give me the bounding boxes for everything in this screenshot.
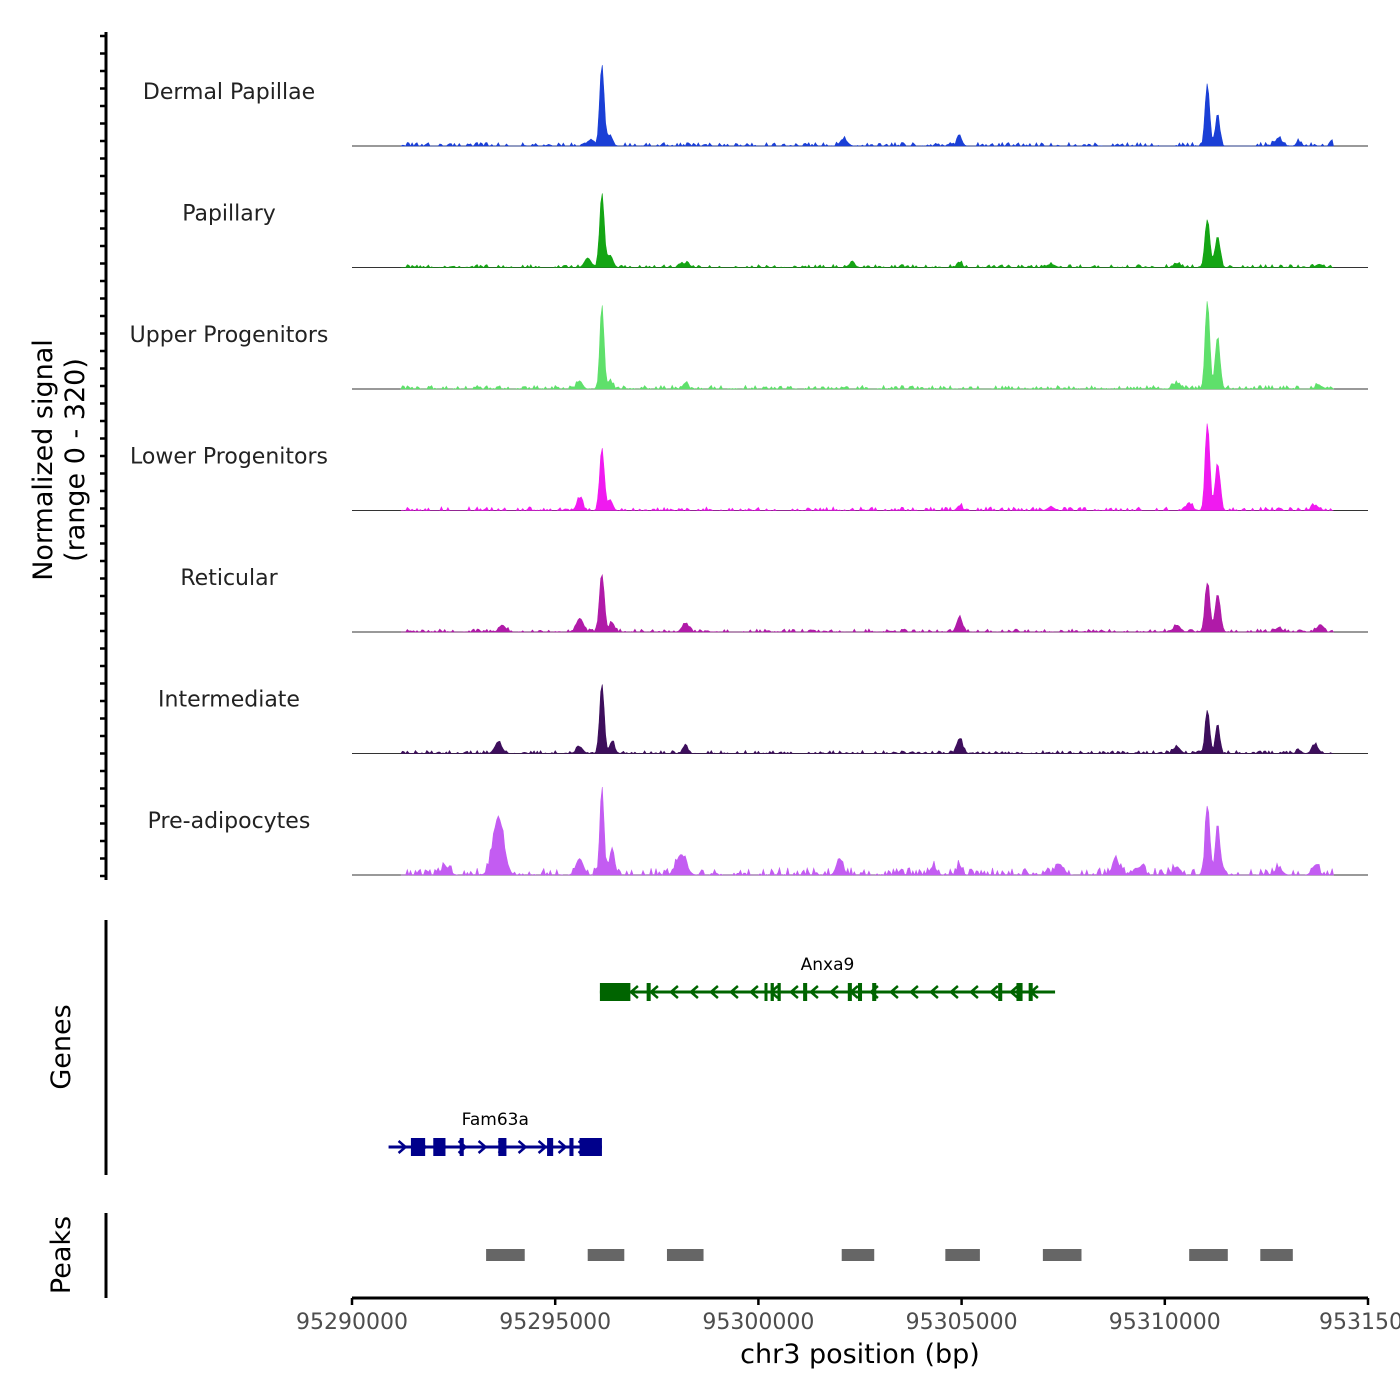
coverage-area [400, 65, 1334, 147]
exon [498, 1138, 507, 1156]
coverage-tracks: Dermal Papillae Papillary Upper Progenitor… [130, 65, 1368, 877]
track-label: Intermediate [158, 688, 300, 713]
x-axis-ticks: 95290000 95295000 95300000 95305000 95310000… [296, 1298, 1400, 1335]
x-tick-label: 95295000 [499, 1310, 611, 1335]
strand-arrow [728, 985, 739, 999]
exon [599, 983, 631, 1001]
strand-arrow [397, 1140, 408, 1154]
peak-region [666, 1249, 704, 1261]
track-label: Reticular [180, 566, 278, 591]
genes-axis-title: Genes [46, 1004, 77, 1089]
coverage-area [400, 684, 1334, 755]
x-tick-label: 95305000 [906, 1310, 1018, 1335]
track-label: Dermal Papillae [143, 80, 315, 105]
exon [410, 1138, 426, 1156]
track-lower-progenitors: Lower Progenitors [130, 423, 1368, 512]
track-upper-progenitors: Upper Progenitors [130, 301, 1368, 390]
gene-fam63a: Fam63a [388, 1110, 602, 1156]
strand-arrow [788, 985, 799, 999]
coverage-area [400, 786, 1334, 877]
peak-region [486, 1249, 525, 1261]
track-pre-adipocytes: Pre-adipocytes [148, 786, 1368, 877]
strand-arrow [668, 985, 679, 999]
strand-arrow [688, 985, 699, 999]
exon [998, 983, 1003, 1001]
exon [459, 1138, 464, 1156]
track-label: Upper Progenitors [130, 323, 329, 348]
signal-y-axis-range: (range 0 - 320) [60, 358, 91, 562]
exon [579, 1138, 602, 1156]
coverage-area [400, 573, 1335, 633]
coverage-area [400, 301, 1335, 390]
x-tick-label: 95310000 [1109, 1310, 1221, 1335]
exon [1028, 983, 1033, 1001]
x-tick-label: 9531500 [1319, 1310, 1400, 1335]
peak-region [1042, 1249, 1082, 1261]
exon [569, 1138, 574, 1156]
strand-arrow [648, 985, 659, 999]
exon [872, 983, 877, 1001]
track-papillary: Papillary [182, 193, 1368, 269]
strand-arrow [828, 985, 839, 999]
strand-arrow [708, 985, 719, 999]
strand-arrow [537, 1140, 548, 1154]
strand-arrow [908, 985, 919, 999]
strand-arrow [968, 985, 979, 999]
strand-arrow [988, 985, 999, 999]
coverage-area [400, 423, 1334, 512]
strand-arrow [628, 985, 639, 999]
peaks-axis-title: Peaks [46, 1216, 77, 1294]
gene-anxa9: Anxa9 [599, 955, 1056, 1001]
gene-annotations: Anxa9 Fam63a [388, 955, 1056, 1156]
strand-arrow [928, 985, 939, 999]
track-intermediate: Intermediate [158, 684, 1368, 755]
gene-name: Fam63a [462, 1110, 529, 1130]
strand-arrow [517, 1140, 528, 1154]
track-label: Lower Progenitors [130, 445, 328, 470]
x-tick-label: 95300000 [702, 1310, 814, 1335]
exon [777, 983, 781, 1001]
strand-arrow [477, 1140, 488, 1154]
peak-region [945, 1249, 980, 1261]
peak-regions [486, 1249, 1293, 1261]
strand-arrow [948, 985, 959, 999]
exon [857, 983, 863, 1001]
strand-arrow [888, 985, 899, 999]
track-label: Pre-adipocytes [148, 809, 311, 834]
exon [646, 983, 651, 1001]
strand-arrow [808, 985, 819, 999]
signal-y-axis-title: Normalized signal [28, 339, 59, 581]
track-label: Papillary [182, 202, 276, 227]
track-dermal-papillae: Dermal Papillae [143, 65, 1368, 147]
strand-arrow [557, 1140, 568, 1154]
peak-region [1189, 1249, 1228, 1261]
gene-name: Anxa9 [801, 955, 855, 975]
exon [547, 1138, 554, 1156]
x-tick-label: 95290000 [296, 1310, 408, 1335]
track-reticular: Reticular [180, 566, 1368, 633]
peak-region [587, 1249, 625, 1261]
signal-y-axis-ticks [100, 34, 106, 878]
exon [1016, 983, 1023, 1001]
strand-arrow [1008, 985, 1019, 999]
exon [847, 983, 852, 1001]
exon [764, 983, 768, 1001]
peak-region [841, 1249, 875, 1261]
exon [803, 983, 808, 1001]
peak-region [1260, 1249, 1293, 1261]
coverage-area [400, 193, 1334, 269]
exon [770, 983, 774, 1001]
x-axis-title: chr3 position (bp) [740, 1339, 980, 1370]
strand-arrow [748, 985, 759, 999]
exon [433, 1138, 446, 1156]
